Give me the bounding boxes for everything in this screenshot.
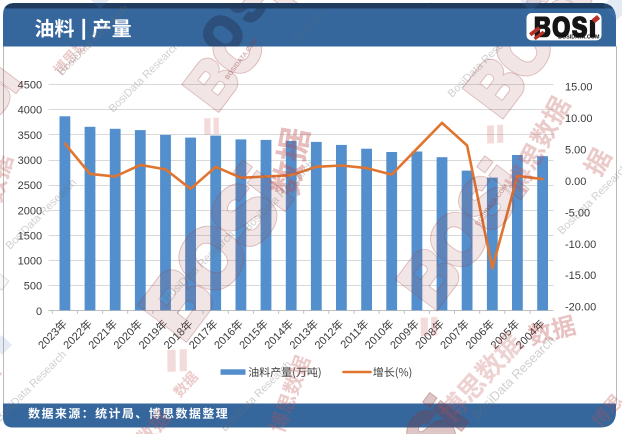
svg-text:10.00: 10.00 [565, 113, 593, 125]
svg-text:-5.00: -5.00 [565, 207, 590, 219]
svg-text:500: 500 [24, 281, 42, 293]
svg-text:2500: 2500 [18, 180, 42, 192]
svg-text:1500: 1500 [18, 230, 42, 242]
svg-text:1000: 1000 [18, 256, 42, 268]
svg-text:-20.00: -20.00 [565, 302, 596, 314]
svg-text:3500: 3500 [18, 130, 42, 142]
svg-text:4000: 4000 [18, 105, 42, 117]
svg-text:BOSIDATA.COM: BOSIDATA.COM [558, 34, 600, 40]
svg-text:0: 0 [36, 306, 42, 318]
svg-text:15.00: 15.00 [565, 82, 593, 94]
svg-text:0.00: 0.00 [565, 176, 586, 188]
svg-text:2000: 2000 [18, 205, 42, 217]
svg-text:-10.00: -10.00 [565, 239, 596, 251]
svg-text:-15.00: -15.00 [565, 270, 596, 282]
svg-text:3000: 3000 [18, 155, 42, 167]
svg-text:4500: 4500 [18, 80, 42, 92]
svg-text:5.00: 5.00 [565, 145, 586, 157]
